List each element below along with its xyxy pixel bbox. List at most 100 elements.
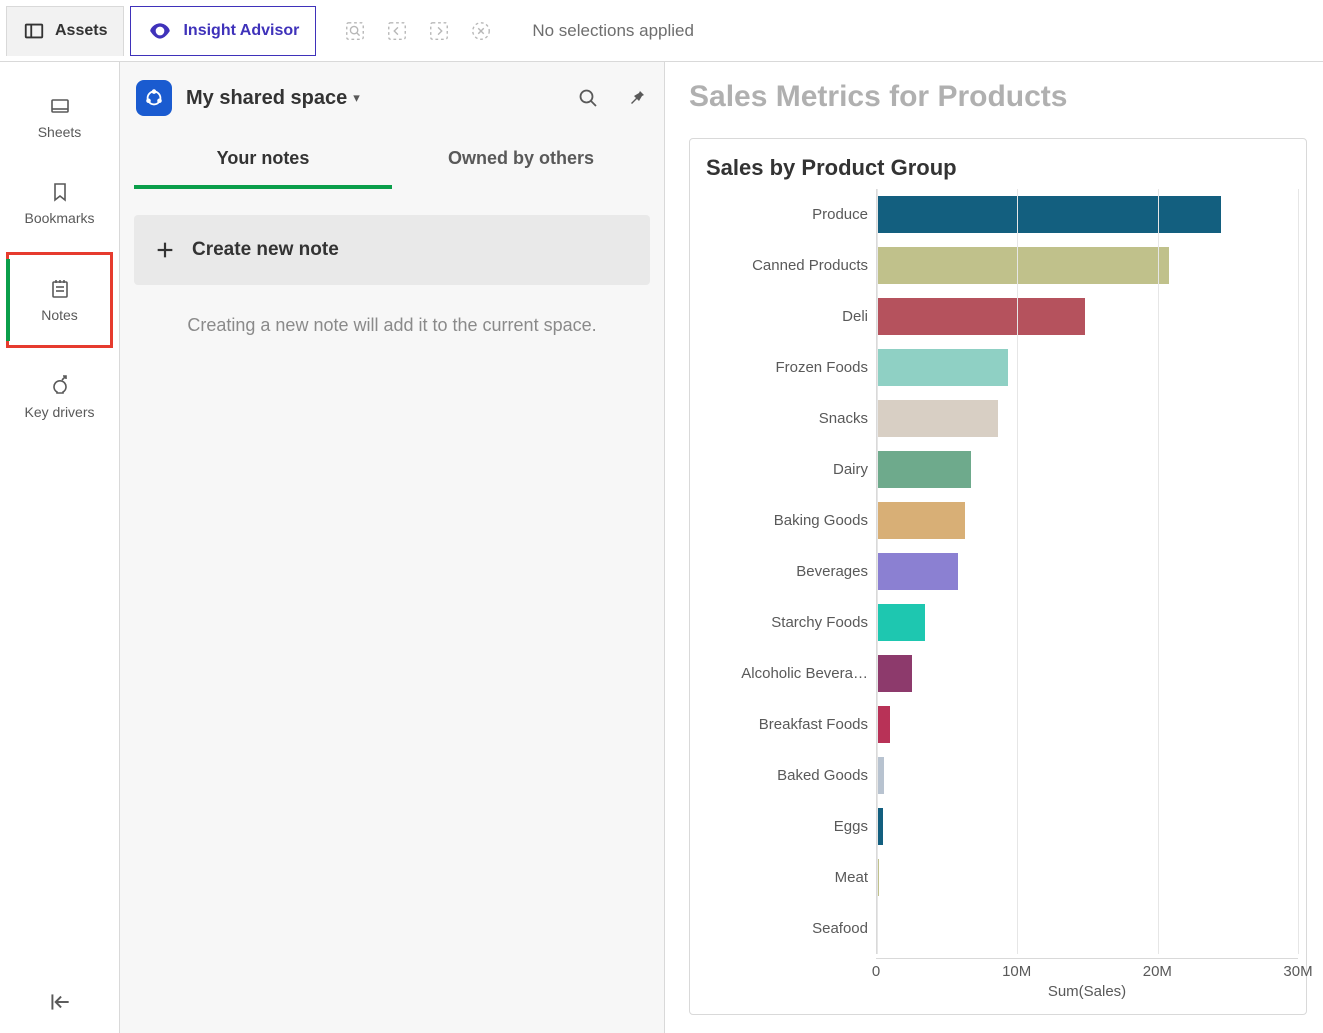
category-label: Produce <box>706 189 876 240</box>
bar[interactable] <box>877 553 958 590</box>
rail-label: Bookmarks <box>24 210 94 226</box>
bar[interactable] <box>877 247 1169 284</box>
panel-icon <box>23 20 45 42</box>
assets-label: Assets <box>55 22 107 40</box>
metrics-title: Sales Metrics for Products <box>689 80 1307 114</box>
left-rail: Sheets Bookmarks Notes Key drivers <box>0 62 120 1033</box>
x-tick: 10M <box>1002 963 1031 980</box>
bar-row <box>877 546 1298 597</box>
search-icon[interactable] <box>576 86 600 110</box>
bar-row <box>877 189 1298 240</box>
rail-label: Key drivers <box>24 404 94 420</box>
tab-your-notes[interactable]: Your notes <box>134 134 392 189</box>
chart-plot <box>876 189 1298 954</box>
bar-row <box>877 699 1298 750</box>
bar[interactable] <box>877 757 884 794</box>
space-badge <box>136 80 172 116</box>
category-label: Snacks <box>706 393 876 444</box>
chart-panel: Sales Metrics for Products Sales by Prod… <box>665 62 1323 1033</box>
x-tick: 0 <box>872 963 880 980</box>
category-label: Beverages <box>706 546 876 597</box>
selection-back-icon[interactable] <box>386 20 408 42</box>
category-label: Baking Goods <box>706 495 876 546</box>
x-tick: 20M <box>1143 963 1172 980</box>
bar[interactable] <box>877 298 1085 335</box>
category-label: Seafood <box>706 903 876 954</box>
rail-label: Sheets <box>38 124 82 140</box>
no-selections-label: No selections applied <box>532 21 694 41</box>
chart-card: Sales by Product Group ProduceCanned Pro… <box>689 138 1307 1015</box>
top-toolbar: Assets Insight Advisor No selections app… <box>0 0 1323 62</box>
bar-row <box>877 903 1298 954</box>
x-tick: 30M <box>1283 963 1312 980</box>
smart-search-icon[interactable] <box>344 20 366 42</box>
space-selector[interactable]: My shared space ▾ <box>186 87 360 110</box>
notes-panel-header: My shared space ▾ <box>134 76 650 134</box>
pin-icon[interactable] <box>624 86 648 110</box>
rail-item-bookmarks[interactable]: Bookmarks <box>0 160 119 246</box>
chart-title: Sales by Product Group <box>706 155 1298 181</box>
bar[interactable] <box>877 349 1008 386</box>
category-label: Breakfast Foods <box>706 699 876 750</box>
assets-button[interactable]: Assets <box>6 6 124 56</box>
bar-row <box>877 495 1298 546</box>
category-label: Dairy <box>706 444 876 495</box>
category-label: Starchy Foods <box>706 597 876 648</box>
space-title: My shared space <box>186 87 347 110</box>
space-icon <box>143 87 165 109</box>
selection-forward-icon[interactable] <box>428 20 450 42</box>
bar-row <box>877 597 1298 648</box>
bar-row <box>877 750 1298 801</box>
main-area: Sheets Bookmarks Notes Key drivers My sh… <box>0 62 1323 1033</box>
bar-row <box>877 648 1298 699</box>
bar-row <box>877 393 1298 444</box>
x-axis: Sum(Sales) 010M20M30M <box>706 958 1298 1002</box>
category-label: Alcoholic Bevera… <box>706 648 876 699</box>
create-note-button[interactable]: Create new note <box>134 215 650 285</box>
category-label: Eggs <box>706 801 876 852</box>
create-note-hint: Creating a new note will add it to the c… <box>134 315 650 336</box>
bar[interactable] <box>877 655 912 692</box>
chart-body: ProduceCanned ProductsDeliFrozen FoodsSn… <box>706 189 1298 954</box>
bar-row <box>877 852 1298 903</box>
plus-icon <box>154 239 176 261</box>
bar[interactable] <box>877 196 1221 233</box>
category-labels: ProduceCanned ProductsDeliFrozen FoodsSn… <box>706 189 876 954</box>
key-drivers-icon <box>48 374 72 398</box>
clear-selections-icon[interactable] <box>470 20 492 42</box>
x-ticks: Sum(Sales) 010M20M30M <box>876 958 1298 1002</box>
create-note-label: Create new note <box>192 239 339 261</box>
notes-panel: My shared space ▾ Your notes Owned by ot… <box>120 62 665 1033</box>
bar[interactable] <box>877 451 971 488</box>
rail-item-key-drivers[interactable]: Key drivers <box>0 354 119 440</box>
x-axis-label: Sum(Sales) <box>1048 983 1126 1000</box>
rail-label: Notes <box>41 307 78 323</box>
notes-tabs: Your notes Owned by others <box>134 134 650 189</box>
bar-row <box>877 801 1298 852</box>
bar-row <box>877 240 1298 291</box>
bar[interactable] <box>877 400 998 437</box>
notes-icon <box>48 277 72 301</box>
bar[interactable] <box>877 502 965 539</box>
rail-item-sheets[interactable]: Sheets <box>0 74 119 160</box>
bar[interactable] <box>877 604 925 641</box>
bar[interactable] <box>877 706 890 743</box>
category-label: Canned Products <box>706 240 876 291</box>
category-label: Baked Goods <box>706 750 876 801</box>
tab-owned-by-others[interactable]: Owned by others <box>392 134 650 189</box>
eye-icon <box>147 18 173 44</box>
collapse-rail-button[interactable] <box>0 989 119 1015</box>
selection-tools: No selections applied <box>344 20 694 42</box>
bar-row <box>877 342 1298 393</box>
sheet-icon <box>48 94 72 118</box>
collapse-icon <box>47 989 73 1015</box>
bar-row <box>877 444 1298 495</box>
insight-advisor-label: Insight Advisor <box>183 22 299 40</box>
rail-item-notes[interactable]: Notes <box>6 252 113 348</box>
category-label: Meat <box>706 852 876 903</box>
chevron-down-icon: ▾ <box>353 90 360 106</box>
bar-row <box>877 291 1298 342</box>
category-label: Frozen Foods <box>706 342 876 393</box>
category-label: Deli <box>706 291 876 342</box>
insight-advisor-button[interactable]: Insight Advisor <box>130 6 316 56</box>
